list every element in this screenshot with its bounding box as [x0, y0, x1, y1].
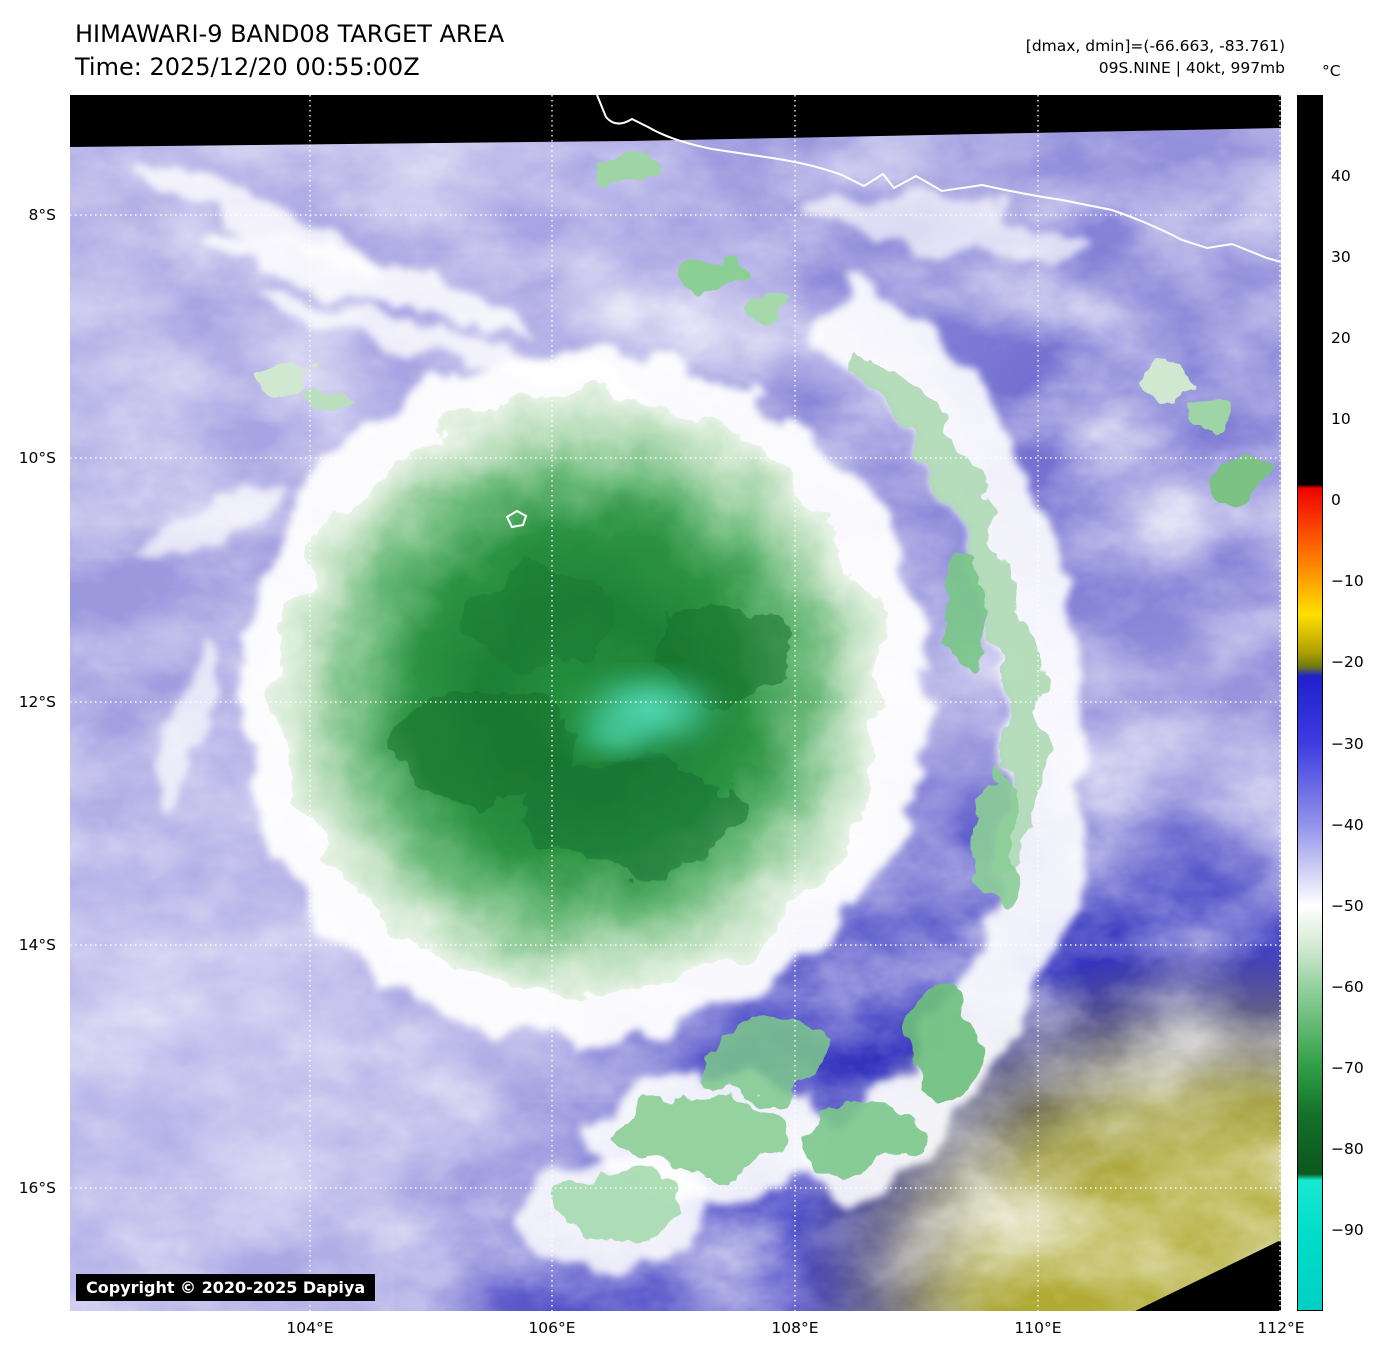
storm-info: 09S.NINE | 40kt, 997mb [1098, 59, 1285, 77]
colorbar-tick-40: 40 [1331, 167, 1351, 185]
colorbar-tick-m90: −90 [1331, 1221, 1364, 1239]
colorbar-tick-m70: −70 [1331, 1059, 1364, 1077]
colorbar-tick-30: 30 [1331, 248, 1351, 266]
cdo-mottling [400, 570, 790, 870]
lon-label-110e: 110°E [1014, 1319, 1062, 1337]
spiral-band [550, 348, 1040, 1245]
figure-title: HIMAWARI-9 BAND08 TARGET AREA [75, 20, 505, 48]
colorbar-tick-m30: −30 [1331, 735, 1364, 753]
lon-label-106e: 106°E [528, 1319, 576, 1337]
colorbar-tick-m60: −60 [1331, 978, 1364, 996]
colorbar-tick-0: 0 [1331, 491, 1341, 509]
copyright-badge: Copyright © 2020-2025 Dapiya [76, 1274, 376, 1301]
lon-label-108e: 108°E [771, 1319, 819, 1337]
island-cloud-patches [255, 154, 1264, 497]
lon-label-112e: 112°E [1257, 1319, 1305, 1337]
lat-label-10s: 10°S [18, 449, 56, 467]
colorbar-tick-m40: −40 [1331, 816, 1364, 834]
colorbar-tick-m50: −50 [1331, 897, 1364, 915]
lat-label-14s: 14°S [18, 936, 56, 954]
dmax-dmin-readout: [dmax, dmin]=(-66.663, -83.761) [1025, 37, 1285, 55]
colorbar-tick-m10: −10 [1331, 572, 1364, 590]
gridlines [70, 95, 1281, 1311]
lat-label-16s: 16°S [18, 1179, 56, 1197]
lon-label-104e: 104°E [286, 1319, 334, 1337]
scan-edge [70, 95, 1281, 1311]
satellite-image [70, 95, 1281, 1311]
coastline [505, 95, 1281, 529]
temperature-colorbar [1297, 95, 1323, 1311]
satellite-map: Copyright © 2020-2025 Dapiya [70, 95, 1281, 1311]
colorbar-tick-m20: −20 [1331, 653, 1364, 671]
figure-time: Time: 2025/12/20 00:55:00Z [75, 53, 420, 81]
lat-label-12s: 12°S [18, 693, 56, 711]
colorbar-tick-10: 10 [1331, 410, 1351, 428]
colorbar-tick-m80: −80 [1331, 1140, 1364, 1158]
cold-center [570, 670, 725, 757]
colorbar-unit-label: °C [1322, 62, 1341, 80]
colorbar-tick-20: 20 [1331, 329, 1351, 347]
lat-label-8s: 8°S [28, 206, 56, 224]
